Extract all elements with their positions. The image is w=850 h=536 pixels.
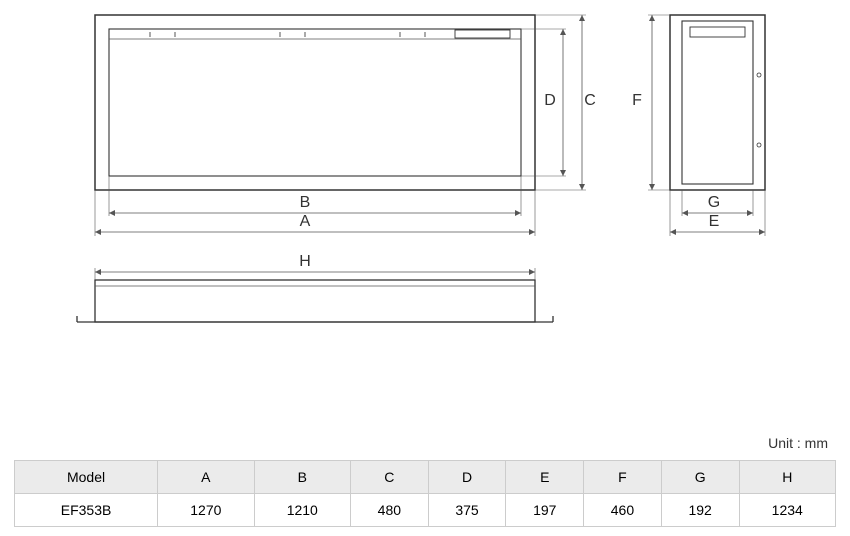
col-A: A xyxy=(158,461,254,494)
col-D: D xyxy=(428,461,506,494)
svg-text:E: E xyxy=(709,213,720,230)
svg-text:C: C xyxy=(584,92,596,109)
col-F: F xyxy=(584,461,662,494)
col-H: H xyxy=(739,461,836,494)
svg-text:A: A xyxy=(300,213,311,230)
svg-text:F: F xyxy=(632,92,642,109)
col-B: B xyxy=(254,461,350,494)
svg-text:B: B xyxy=(300,194,311,211)
table-row: EF353B127012104803751974601921234 xyxy=(15,494,836,527)
technical-drawing: AB H C D F GE xyxy=(0,0,850,440)
col-C: C xyxy=(350,461,428,494)
svg-text:D: D xyxy=(544,92,556,109)
dimensions-table: ModelABCDEFGH EF353B12701210480375197460… xyxy=(14,460,836,527)
col-model: Model xyxy=(15,461,158,494)
col-E: E xyxy=(506,461,584,494)
svg-text:G: G xyxy=(708,194,720,211)
col-G: G xyxy=(661,461,739,494)
unit-label: Unit : mm xyxy=(768,435,828,451)
svg-text:H: H xyxy=(299,253,311,270)
